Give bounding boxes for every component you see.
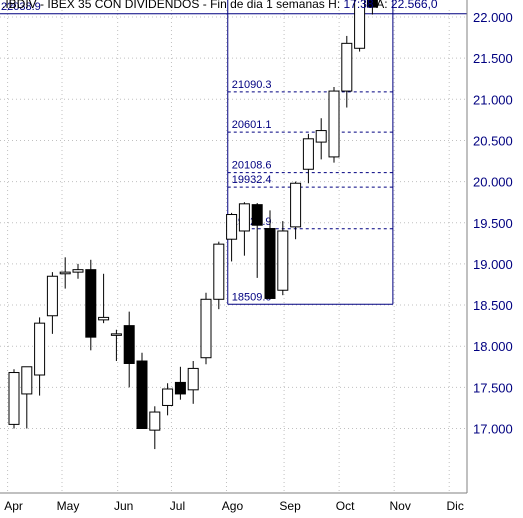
candle <box>85 259 97 351</box>
candle <box>59 257 71 289</box>
candle <box>123 311 135 388</box>
candle-body-up <box>315 130 327 143</box>
candle-body-up <box>34 322 46 376</box>
candle <box>226 212 238 262</box>
y-tick-label: 19.000 <box>473 257 513 272</box>
candle <box>72 263 84 279</box>
fibonacci-level-label: 20108.6 <box>232 160 272 172</box>
period-label: Fin de dia 1 semanas <box>210 0 325 11</box>
fibonacci-level-label: 19426.9 <box>232 216 272 228</box>
candle <box>302 133 314 184</box>
y-tick-label: 21.000 <box>473 92 513 107</box>
x-tick-label: Nov <box>389 499 410 513</box>
candle <box>200 292 212 365</box>
candle-body-up <box>238 203 250 232</box>
candle <box>328 86 340 163</box>
candle <box>290 181 302 240</box>
candle-body-up <box>21 366 33 395</box>
last-price-value: 22.566,0 <box>390 0 438 11</box>
y-tick-label: 17.500 <box>473 380 513 395</box>
y-tick-label: 20.000 <box>473 175 513 190</box>
candle-body-down <box>136 360 148 430</box>
grid-layer <box>0 10 467 493</box>
y-tick-label: 20.500 <box>473 133 513 148</box>
candle <box>149 406 161 450</box>
x-tick-label: Sep <box>279 499 301 513</box>
x-tick-label: Oct <box>336 499 355 513</box>
candle-body-down <box>85 269 97 338</box>
candle-body-down <box>123 325 135 364</box>
y-tick-label: 17.000 <box>473 422 513 437</box>
y-tick-label: 22.000 <box>473 10 513 25</box>
fibonacci-level-label: 19932.4 <box>232 174 272 186</box>
candle-body-up <box>290 182 302 228</box>
x-tick-label: Dic <box>447 499 464 513</box>
candle <box>315 118 327 160</box>
candle <box>21 366 33 429</box>
y-tick-label: 18.500 <box>473 298 513 313</box>
candle <box>162 383 174 416</box>
candle <box>238 202 250 256</box>
candle <box>136 352 148 430</box>
candle-body-up <box>226 214 238 240</box>
candle <box>174 366 186 400</box>
candle-body-up <box>59 271 71 275</box>
x-tick-label: Ago <box>222 499 244 513</box>
y-tick-label: 21.500 <box>473 51 513 66</box>
candle-body-up <box>213 243 225 300</box>
candle <box>187 361 199 404</box>
candle-body-up <box>302 138 314 170</box>
hour-label: H: <box>328 0 341 11</box>
candle-body-down <box>264 228 276 299</box>
candle-body-up <box>98 316 110 321</box>
chart-title: .IBDIV - IBEX 35 CON DIVIDENDOS - Fin de… <box>2 0 438 11</box>
horizontal-price-label: 22038.9 <box>1 1 41 13</box>
candle-body-up <box>200 298 212 359</box>
instrument-name: IBEX 35 CON DIVIDENDOS <box>47 0 200 11</box>
fibonacci-level-label: 18509.0 <box>232 291 272 303</box>
candle-body-up <box>8 372 20 425</box>
candle <box>341 35 353 108</box>
candle <box>213 241 225 310</box>
candle-body-up <box>354 0 366 49</box>
candle-body-up <box>187 367 199 391</box>
candle <box>34 317 46 396</box>
candle-body-up <box>46 275 58 317</box>
x-tick-label: Apr <box>4 499 23 513</box>
candle-body-up <box>110 333 122 336</box>
candle <box>354 0 366 52</box>
candle <box>8 369 20 429</box>
candle <box>366 0 378 15</box>
candle <box>251 202 263 278</box>
x-tick-label: Jun <box>114 499 133 513</box>
last-price-label: A: <box>376 0 388 11</box>
candle-body-up <box>277 230 289 291</box>
candle <box>98 273 110 324</box>
y-tick-label: 19.500 <box>473 216 513 231</box>
x-tick-label: Jul <box>170 499 185 513</box>
y-tick-label: 18.000 <box>473 339 513 354</box>
candle <box>277 221 289 296</box>
fibonacci-level-label: 21090.3 <box>232 79 272 91</box>
candle <box>110 329 122 362</box>
candle <box>264 210 276 300</box>
candles-layer <box>8 0 378 450</box>
candle-body-down <box>366 0 378 8</box>
candle-body-up <box>149 411 161 431</box>
axis-layer: 17.000 17.500 18.000 18.500 19.000 19.500 20.0… <box>0 0 513 513</box>
candle-body-up <box>162 388 174 406</box>
candle-body-down <box>251 204 263 226</box>
candle <box>46 272 58 334</box>
symbol-label: .IBDIV <box>2 0 37 11</box>
candle-body-up <box>341 42 353 92</box>
candle-body-up <box>328 90 340 158</box>
candle-body-down <box>174 381 186 395</box>
fibonacci-level-label: 20601.1 <box>232 119 272 131</box>
horizontal-line-layer[interactable]: 22038.9 <box>0 1 467 15</box>
candle-body-up <box>72 269 84 273</box>
hour-value: 17:38 <box>343 0 374 11</box>
x-tick-label: May <box>57 499 80 513</box>
